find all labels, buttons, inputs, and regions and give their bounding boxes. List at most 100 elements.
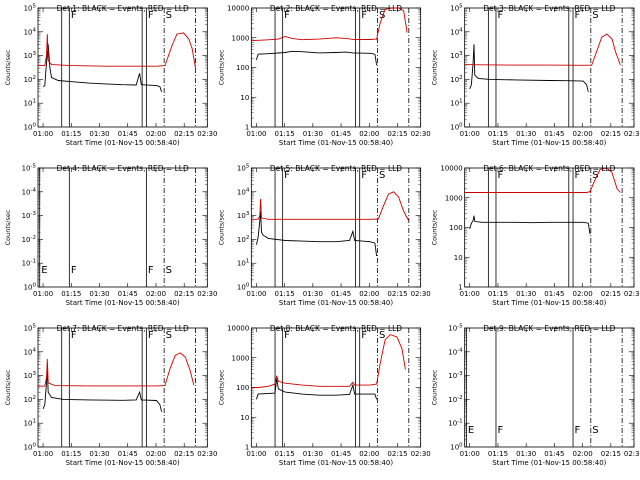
x-tick-label: 01:45 <box>544 450 564 458</box>
x-tick-label: 01:30 <box>303 130 323 138</box>
x-tick-label: 02:15 <box>387 130 407 138</box>
y-tick-label: 102 <box>24 395 36 404</box>
y-tick-label: 103 <box>450 51 463 60</box>
y-tick-label: 100 <box>24 283 37 292</box>
y-tick-label: 100 <box>450 443 463 452</box>
x-tick-label: 01:45 <box>331 290 351 298</box>
x-tick-label: 02:30 <box>411 450 431 458</box>
lld-series-line <box>38 32 196 69</box>
x-tick-label: 01:45 <box>118 130 138 138</box>
x-tick-label: 02:00 <box>573 290 593 298</box>
y-tick-label: 103 <box>24 371 37 380</box>
y-tick-label: 10-4 <box>448 347 463 356</box>
y-axis-label: Counts/sec <box>217 49 225 85</box>
x-tick-label: 02:00 <box>573 130 593 138</box>
y-axis-label: Counts/sec <box>431 369 439 405</box>
y-axis-label: Counts/sec <box>217 209 225 245</box>
y-tick-label: 1000 <box>232 34 250 42</box>
event-marker-label: F <box>284 330 290 341</box>
y-tick-label: 10-3 <box>448 371 463 380</box>
x-tick-label: 01:00 <box>33 290 53 298</box>
y-axis-label: Counts/sec <box>431 49 439 85</box>
y-tick-label: 100 <box>450 123 463 132</box>
event-marker-label: E <box>468 425 474 436</box>
plot-frame <box>464 167 635 288</box>
plot-frame <box>250 327 422 448</box>
x-tick-label: 02:30 <box>197 130 217 138</box>
plot-frame <box>37 167 208 288</box>
y-tick-label: 1000 <box>232 354 250 362</box>
y-tick-label: 10000 <box>440 165 462 173</box>
x-tick-label: 02:30 <box>197 450 217 458</box>
y-axis-label: Counts/sec <box>4 49 12 85</box>
event-marker-label: S <box>592 425 598 436</box>
y-tick-label: 101 <box>237 259 249 268</box>
x-tick-label: 01:15 <box>61 450 81 458</box>
y-tick-label: 1 <box>245 444 249 452</box>
y-axis-label: Counts/sec <box>4 369 12 405</box>
x-tick-label: 02:30 <box>411 290 431 298</box>
detector-panel-1: 01:00 01:15 01:30 01:45 02:00 02:15 02:30 100 10… <box>4 4 217 148</box>
plot-frame <box>250 7 422 128</box>
lld-series-line <box>251 191 410 222</box>
y-tick-label: 102 <box>24 75 36 84</box>
event-marker-label: S <box>166 265 172 276</box>
y-tick-label: 103 <box>237 211 250 220</box>
y-tick-label: 10-5 <box>22 164 37 173</box>
event-marker-label: F <box>71 265 77 276</box>
event-marker-label: F <box>575 10 581 21</box>
y-tick-label: 100 <box>24 443 37 452</box>
x-tick-label: 01:00 <box>246 450 266 458</box>
y-tick-label: 105 <box>24 4 37 13</box>
event-marker-label: F <box>575 170 581 181</box>
x-tick-label: 02:15 <box>174 450 194 458</box>
event-marker-label: F <box>148 10 154 21</box>
events-series-line <box>255 378 378 400</box>
x-axis-label: Start Time (01-Nov-15 00:58:40) <box>66 459 180 467</box>
y-tick-label: 104 <box>450 27 463 36</box>
lld-series-line <box>464 167 621 193</box>
events-series-line <box>469 44 589 92</box>
x-tick-label: 01:15 <box>275 130 295 138</box>
events-series-line <box>42 44 163 92</box>
panel-title: Det 6: BLACK = Events, RED = LLD <box>483 164 615 173</box>
x-axis-label: Start Time (01-Nov-15 00:58:40) <box>279 299 393 307</box>
x-tick-label: 01:30 <box>516 130 536 138</box>
event-marker-label: F <box>148 265 154 276</box>
plot-frame <box>37 7 208 128</box>
x-tick-label: 01:15 <box>275 290 295 298</box>
y-axis-label: Counts/sec <box>431 209 439 245</box>
event-marker-label: F <box>284 10 290 21</box>
y-tick-label: 10000 <box>227 325 249 333</box>
panel-title: Det 1: BLACK = Events, RED = LLD <box>57 4 189 13</box>
detector-panel-7: 01:00 01:15 01:30 01:45 02:00 02:15 02:30 100 10… <box>4 324 217 468</box>
y-tick-label: 10000 <box>227 5 249 13</box>
plot-frame <box>464 327 635 448</box>
x-tick-label: 01:00 <box>33 450 53 458</box>
x-tick-label: 01:30 <box>89 290 109 298</box>
x-tick-label: 01:15 <box>275 450 295 458</box>
y-tick-label: 10-1 <box>22 259 36 268</box>
x-tick-label: 02:00 <box>359 290 379 298</box>
event-marker-label: F <box>361 10 367 21</box>
y-tick-label: 101 <box>24 419 36 428</box>
x-axis-label: Start Time (01-Nov-15 00:58:40) <box>279 459 393 467</box>
y-tick-label: 101 <box>24 99 36 108</box>
x-tick-label: 01:45 <box>331 450 351 458</box>
x-axis-label: Start Time (01-Nov-15 00:58:40) <box>66 299 180 307</box>
event-marker-label: S <box>592 10 598 21</box>
y-tick-label: 100 <box>237 283 250 292</box>
lld-series-line <box>251 334 406 388</box>
x-tick-label: 01:30 <box>303 450 323 458</box>
x-tick-label: 02:00 <box>146 290 166 298</box>
x-tick-label: 02:15 <box>174 130 194 138</box>
y-tick-label: 102 <box>450 75 462 84</box>
y-tick-label: 104 <box>237 187 250 196</box>
x-tick-label: 02:30 <box>197 290 217 298</box>
y-tick-label: 100 <box>236 64 249 72</box>
event-marker-label: E <box>41 265 47 276</box>
x-tick-label: 02:15 <box>601 130 621 138</box>
y-tick-label: 104 <box>24 27 37 36</box>
panel-title: Det 4: BLACK = Events, RED = LLD <box>57 164 189 173</box>
